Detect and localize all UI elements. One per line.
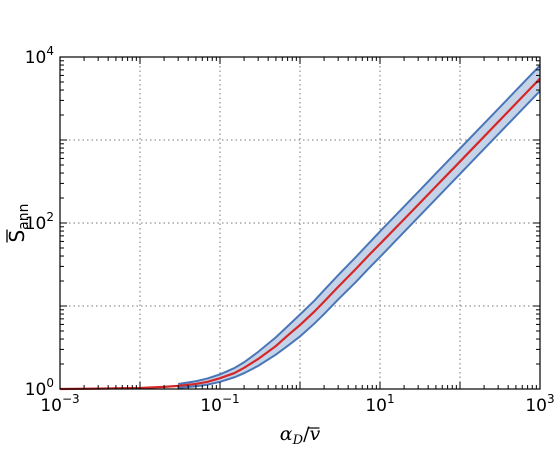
axis-ticks (59, 56, 541, 390)
band-lower-edge (178, 90, 541, 389)
uncertainty-band (178, 64, 541, 389)
x-tick-label: 103 (525, 392, 554, 416)
y-tick-label: 104 (25, 44, 54, 68)
band-upper-edge (178, 64, 541, 385)
x-tick-label: 101 (365, 392, 394, 416)
series-lines (59, 77, 541, 391)
series-line-central (59, 77, 541, 391)
plot-frame (59, 56, 541, 390)
y-tick-label: 100 (25, 376, 54, 400)
x-tick-label: 10−1 (200, 392, 239, 416)
tick-labels: 10−3 10−1 101 103 100 102 104 (25, 44, 555, 416)
axis-labels: αD/v Sann (5, 203, 320, 448)
y-tick-label: 102 (25, 210, 54, 234)
grid-lines (60, 57, 540, 389)
x-tick-label: 10−3 (40, 392, 79, 416)
y-axis-label: Sann (5, 203, 32, 243)
band-fill (178, 65, 541, 388)
y-axis-label-text: Sann (5, 203, 32, 242)
x-axis-label: αD/v (280, 423, 321, 448)
